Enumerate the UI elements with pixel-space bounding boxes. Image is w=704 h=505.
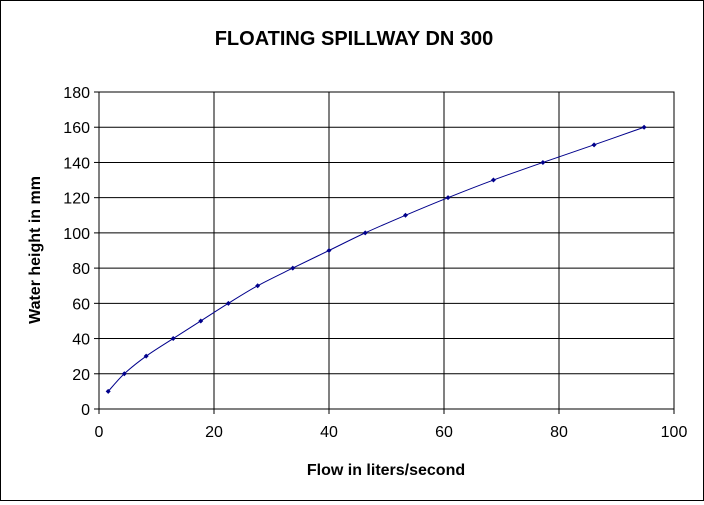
data-point (445, 195, 451, 201)
data-point (540, 159, 546, 165)
y-tick-label: 60 (72, 296, 90, 313)
data-point (121, 371, 127, 377)
y-tick-label: 140 (63, 155, 90, 172)
x-axis-title: Flow in liters/second (307, 462, 465, 479)
plot-area (98, 91, 675, 410)
x-tick-label: 40 (320, 424, 338, 441)
x-tick-label: 60 (435, 424, 453, 441)
y-axis-title: Water height in mm (27, 176, 44, 324)
data-point (290, 265, 296, 271)
y-tick-label: 0 (81, 402, 90, 419)
data-point (402, 212, 408, 218)
data-point (225, 300, 231, 306)
x-tick-label: 80 (550, 424, 568, 441)
y-tick-label: 20 (72, 367, 90, 384)
data-point (326, 248, 332, 253)
x-tick-label: 100 (661, 424, 688, 441)
tick-layer: 0 20 40 60 80 100 120 140 160 180 0 20 40 60 80 100 (63, 85, 687, 441)
y-tick-label: 160 (63, 120, 90, 137)
data-point (255, 283, 261, 289)
x-tick-label: 20 (205, 424, 223, 441)
data-point (198, 318, 204, 324)
y-tick-label: 120 (63, 191, 90, 208)
plot-layer (105, 124, 647, 394)
grid-layer (98, 91, 675, 410)
data-point (641, 124, 647, 130)
data-point (362, 230, 368, 236)
data-point (591, 142, 597, 148)
y-tick-label: 100 (63, 226, 90, 243)
series-line (107, 126, 645, 392)
y-tick-label: 80 (72, 261, 90, 278)
chart-title: FLOATING SPILLWAY DN 300 (215, 28, 494, 50)
data-point (170, 336, 176, 342)
y-tick-label: 40 (72, 332, 90, 349)
data-point (143, 353, 149, 359)
x-tick-label: 0 (95, 424, 104, 441)
data-point (105, 388, 111, 394)
data-point (490, 177, 496, 183)
y-tick-label: 180 (63, 85, 90, 102)
